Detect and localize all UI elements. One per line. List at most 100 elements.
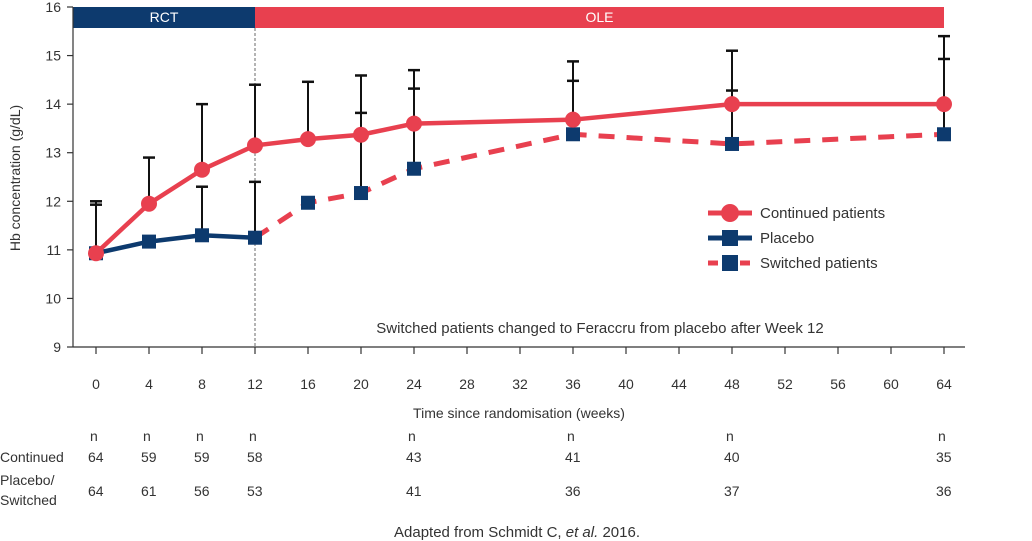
x-tick-label: 24 xyxy=(406,376,422,392)
n-value: 53 xyxy=(247,483,263,499)
y-tick-label: 11 xyxy=(46,242,61,258)
legend-label: Continued patients xyxy=(760,205,885,222)
n-row-label: Placebo/ xyxy=(0,472,55,488)
y-tick-label: 15 xyxy=(45,48,61,64)
x-tick-label: 36 xyxy=(565,376,581,392)
data-point xyxy=(247,137,263,154)
n-value: 36 xyxy=(565,483,581,499)
source-italic: et al. xyxy=(566,524,599,541)
n-value: 41 xyxy=(406,483,422,499)
legend-item-continued-patients: Continued patients xyxy=(708,204,885,222)
data-point xyxy=(566,127,580,142)
data-point xyxy=(142,234,156,249)
x-tick-label: 40 xyxy=(618,376,634,392)
phase-bar-ole xyxy=(255,7,944,28)
n-row-2: Placebo/Switched 64 61 56 53 41 36 37 36 xyxy=(0,472,952,508)
series-layer xyxy=(88,34,952,262)
patient-count-table: n n n n n n n n Continued 64 59 59 58 43 41 40 35 Placebo… xyxy=(0,428,952,508)
x-tick-label: 64 xyxy=(936,376,952,392)
n-row-label: Switched xyxy=(0,492,57,508)
x-tick-label: 16 xyxy=(300,376,316,392)
data-point xyxy=(141,195,157,212)
data-point xyxy=(353,126,369,143)
x-tick-label: 56 xyxy=(830,376,846,392)
n-header: n xyxy=(196,428,204,444)
series-line-placebo xyxy=(95,233,256,256)
y-tick-label: 12 xyxy=(45,193,61,209)
phase-band: RCT OLE xyxy=(73,7,944,28)
n-value: 64 xyxy=(88,483,104,499)
n-header: n xyxy=(249,428,257,444)
data-point xyxy=(194,161,210,178)
n-header: n xyxy=(90,428,98,444)
data-point xyxy=(195,228,209,243)
n-value: 40 xyxy=(724,449,740,465)
source-prefix: Adapted from Schmidt C, xyxy=(394,524,566,541)
series-line-switched-patients xyxy=(253,131,945,240)
x-tick-label: 12 xyxy=(247,376,263,392)
y-tick-label: 9 xyxy=(53,339,61,355)
data-point xyxy=(406,115,422,132)
legend-item-switched-patients: Switched patients xyxy=(708,255,878,272)
n-row-1: Continued 64 59 59 58 43 41 40 35 xyxy=(0,449,952,465)
phase-bar-rct xyxy=(73,7,255,28)
x-tick-label: 8 xyxy=(198,376,206,392)
n-value: 37 xyxy=(724,483,740,499)
y-axis-title: Hb concentration (g/dL) xyxy=(7,105,23,251)
data-point xyxy=(354,186,368,201)
x-tick-label: 32 xyxy=(512,376,528,392)
legend-marker xyxy=(722,255,738,271)
n-value: 59 xyxy=(141,449,157,465)
series-placebo xyxy=(89,180,262,261)
y-tick-label: 14 xyxy=(45,96,61,112)
y-tick-label: 16 xyxy=(45,0,61,15)
data-point xyxy=(88,245,104,262)
x-tick-label: 0 xyxy=(92,376,100,392)
n-header: n xyxy=(726,428,734,444)
x-tick-label: 4 xyxy=(145,376,153,392)
chart-legend: Continued patients Placebo Switched patien… xyxy=(708,204,885,272)
legend-marker xyxy=(722,230,738,246)
phase-label-rct: RCT xyxy=(150,9,179,25)
x-tick-label: 44 xyxy=(671,376,687,392)
data-point xyxy=(725,136,739,151)
data-point xyxy=(300,131,316,148)
series-line-continued-patients xyxy=(94,101,944,255)
n-value: 58 xyxy=(247,449,263,465)
n-header: n xyxy=(143,428,151,444)
x-axis-title: Time since randomisation (weeks) xyxy=(413,405,625,421)
phase-label-ole: OLE xyxy=(585,9,613,25)
series-continued-patients xyxy=(88,34,952,262)
y-tick-label: 10 xyxy=(45,290,61,306)
n-value: 64 xyxy=(88,449,104,465)
n-header: n xyxy=(567,428,575,444)
n-value: 41 xyxy=(565,449,581,465)
legend-label: Placebo xyxy=(760,230,814,247)
data-point xyxy=(301,195,315,210)
n-row-label: Continued xyxy=(0,449,64,465)
data-point xyxy=(565,111,581,128)
n-header: n xyxy=(938,428,946,444)
n-value: 35 xyxy=(936,449,952,465)
n-value: 36 xyxy=(936,483,952,499)
n-value: 59 xyxy=(194,449,210,465)
legend-item-placebo: Placebo xyxy=(708,230,814,247)
source-citation: Adapted from Schmidt C, et al. 2016. xyxy=(394,524,640,541)
legend-marker xyxy=(721,204,739,222)
source-suffix: 2016. xyxy=(598,524,640,541)
x-tick-label: 20 xyxy=(353,376,369,392)
data-point xyxy=(407,161,421,176)
data-point xyxy=(936,96,952,113)
n-header: n xyxy=(408,428,416,444)
n-value: 43 xyxy=(406,449,422,465)
data-point xyxy=(724,96,740,113)
x-tick-label: 60 xyxy=(883,376,899,392)
n-value: 61 xyxy=(141,483,157,499)
data-point xyxy=(248,230,262,245)
x-tick-label: 48 xyxy=(724,376,740,392)
switch-annotation: Switched patients changed to Feraccru fr… xyxy=(376,320,823,337)
data-point xyxy=(937,127,951,142)
x-tick-label: 52 xyxy=(777,376,793,392)
